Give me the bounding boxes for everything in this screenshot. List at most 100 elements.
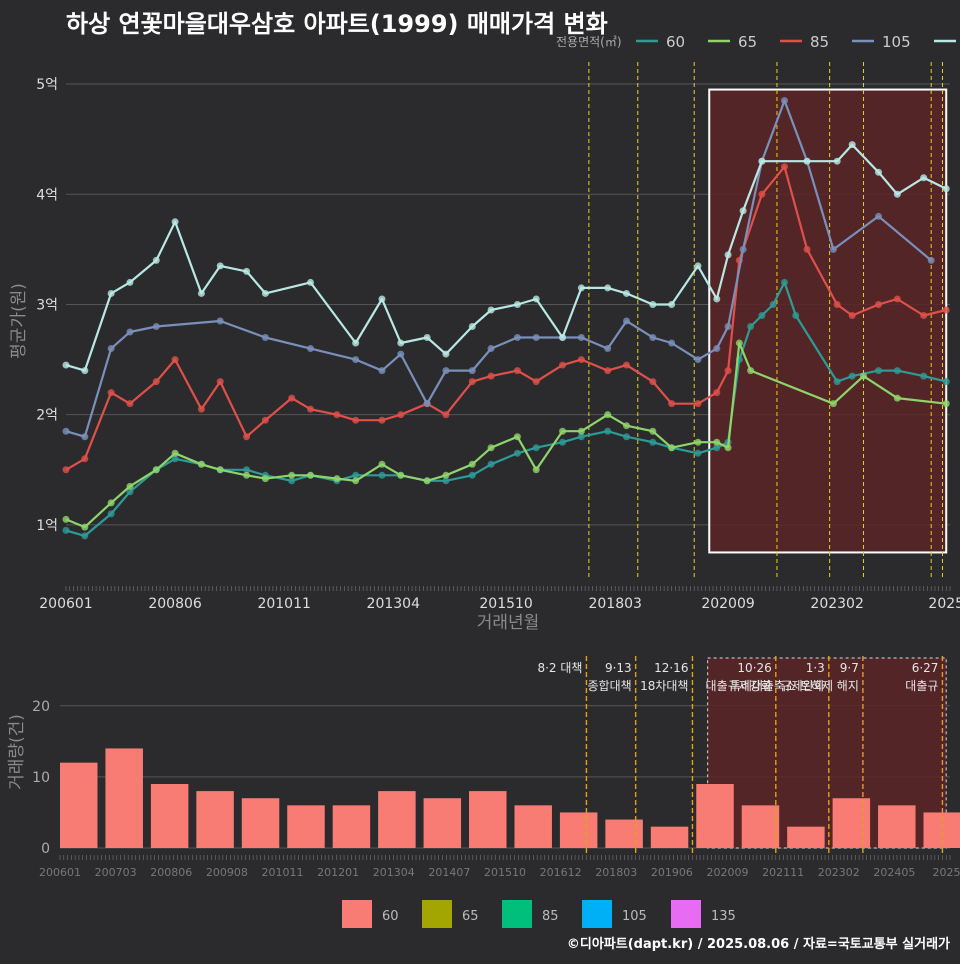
data-point (63, 516, 70, 523)
volume-legend-label: 85 (542, 909, 559, 924)
data-point (352, 356, 359, 363)
data-point (943, 400, 950, 407)
data-point (217, 466, 224, 473)
volume-bar (242, 798, 279, 848)
data-point (397, 411, 404, 418)
data-point (514, 301, 521, 308)
x-tick-label: 201510 (479, 596, 532, 612)
data-point (875, 367, 882, 374)
data-point (378, 461, 385, 468)
volume-x-tick-label: 200703 (95, 866, 137, 879)
volume-legend-label: 65 (462, 909, 479, 924)
volume-x-tick-label: 201304 (373, 866, 415, 879)
data-point (469, 367, 476, 374)
data-point (875, 169, 882, 176)
data-point (943, 378, 950, 385)
data-point (442, 472, 449, 479)
data-point (397, 340, 404, 347)
data-point (713, 389, 720, 396)
data-point (694, 450, 701, 457)
data-point (736, 340, 743, 347)
data-point (943, 185, 950, 192)
data-point (63, 362, 70, 369)
data-point (649, 334, 656, 341)
data-point (740, 246, 747, 253)
data-point (442, 411, 449, 418)
data-point (604, 284, 611, 291)
data-point (307, 472, 314, 479)
data-point (469, 378, 476, 385)
volume-legend-label: 135 (711, 909, 736, 924)
data-point (307, 279, 314, 286)
annotation-label: 8·2 대책 (537, 660, 582, 675)
data-point (875, 213, 882, 220)
data-point (834, 301, 841, 308)
data-point (514, 450, 521, 457)
y-tick-label: 5억 (36, 77, 58, 93)
volume-bar (469, 791, 506, 848)
volume-x-tick-label: 202111 (762, 866, 804, 879)
data-point (623, 433, 630, 440)
legend-label: 65 (738, 33, 757, 51)
data-point (578, 428, 585, 435)
data-point (217, 262, 224, 269)
chart-title: 하상 연꽃마을대우삼호 아파트(1999) 매매가격 변화 (66, 4, 608, 39)
data-point (217, 318, 224, 325)
data-point (920, 312, 927, 319)
data-point (81, 524, 88, 531)
volume-bar (787, 827, 824, 848)
annotation-label: 대출규 (905, 679, 938, 693)
data-point (533, 334, 540, 341)
data-point (920, 373, 927, 380)
data-point (604, 411, 611, 418)
data-point (694, 262, 701, 269)
data-point (153, 378, 160, 385)
x-tick-label: 201011 (257, 596, 310, 612)
data-point (694, 439, 701, 446)
data-point (81, 532, 88, 539)
data-point (488, 373, 495, 380)
data-point (604, 345, 611, 352)
data-point (153, 323, 160, 330)
data-point (559, 428, 566, 435)
annotation-label: 특례대출축소 토허제 해지 (730, 679, 859, 693)
volume-x-tick-label: 200908 (206, 866, 248, 879)
data-point (920, 174, 927, 181)
data-point (378, 472, 385, 479)
annotation-label: 12·16 (654, 661, 688, 675)
x-tick-label: 202009 (701, 596, 754, 612)
data-point (849, 373, 856, 380)
volume-y-tick-label: 20 (32, 699, 50, 715)
data-point (378, 295, 385, 302)
data-point (533, 295, 540, 302)
x-tick-label: 201304 (367, 596, 421, 612)
volume-bar (196, 791, 233, 848)
data-point (352, 477, 359, 484)
data-point (758, 158, 765, 165)
volume-legend-swatch (342, 900, 372, 928)
volume-legend-swatch (422, 900, 452, 928)
volume-x-tick-label: 201407 (428, 866, 470, 879)
volume-x-tick-label: 201803 (595, 866, 637, 879)
volume-y-axis-label: 거래량(건) (7, 714, 27, 790)
data-point (63, 466, 70, 473)
annotation-label: 6·27 (912, 661, 939, 675)
data-point (514, 367, 521, 374)
data-point (262, 290, 269, 297)
volume-x-tick-label: 201011 (262, 866, 304, 879)
data-point (514, 433, 521, 440)
data-point (770, 301, 777, 308)
data-point (830, 400, 837, 407)
legend-label: 105 (882, 33, 911, 51)
y-tick-label: 2억 (36, 408, 58, 424)
data-point (713, 345, 720, 352)
annotation-label: 9·13 (605, 661, 632, 675)
volume-bar (105, 748, 142, 848)
data-point (578, 356, 585, 363)
volume-legend-swatch (671, 900, 701, 928)
data-point (623, 290, 630, 297)
data-point (488, 306, 495, 313)
data-point (333, 475, 340, 482)
